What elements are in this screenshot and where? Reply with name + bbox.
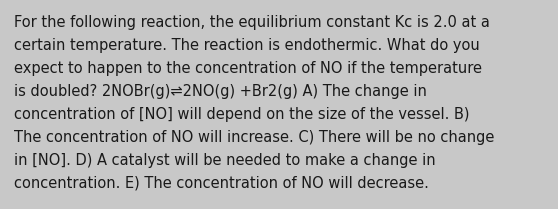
Text: The concentration of NO will increase. C) There will be no change: The concentration of NO will increase. C… [14,130,494,145]
Text: concentration. E) The concentration of NO will decrease.: concentration. E) The concentration of N… [14,176,429,191]
Text: concentration of [NO] will depend on the size of the vessel. B): concentration of [NO] will depend on the… [14,107,469,122]
Text: expect to happen to the concentration of NO if the temperature: expect to happen to the concentration of… [14,61,482,76]
Text: certain temperature. The reaction is endothermic. What do you: certain temperature. The reaction is end… [14,38,480,53]
Text: in [NO]. D) A catalyst will be needed to make a change in: in [NO]. D) A catalyst will be needed to… [14,153,436,168]
Text: For the following reaction, the equilibrium constant Kc is 2.0 at a: For the following reaction, the equilibr… [14,15,490,30]
Text: is doubled? 2NOBr(g)⇌2NO(g) +Br2(g) A) The change in: is doubled? 2NOBr(g)⇌2NO(g) +Br2(g) A) T… [14,84,427,99]
